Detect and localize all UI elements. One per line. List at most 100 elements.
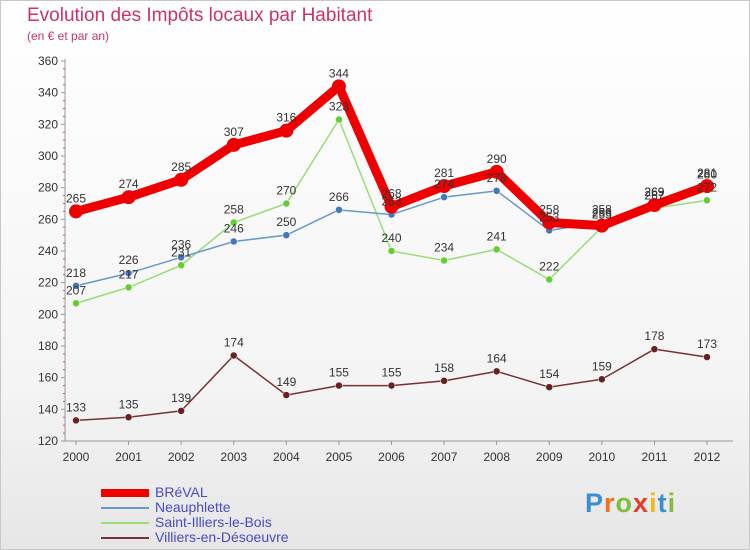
data-label-saint-illiers-le-bois: 270 [276,184,296,198]
data-label-saint-illiers-le-bois: 267 [644,188,664,202]
data-label-breval: 256 [592,206,612,220]
y-tick-label: 260 [38,212,58,226]
data-label-saint-illiers-le-bois: 255 [592,207,612,221]
data-point-villiers-en-desoeuvre [177,407,185,415]
data-point-villiers-en-desoeuvre [492,367,501,376]
x-tick-label: 2011 [642,450,668,464]
data-label-breval: 258 [539,203,559,217]
data-point-breval [489,164,504,179]
logo-letter: x [633,488,650,518]
data-label-villiers-en-desoeuvre: 139 [171,391,191,405]
y-tick-label: 120 [38,434,58,448]
data-label-breval: 269 [644,185,664,199]
data-point-saint-illiers-le-bois [387,247,396,255]
legend-swatch [101,489,149,497]
y-tick-label: 320 [38,117,58,131]
data-point-neauphlette [177,253,185,262]
data-label-saint-illiers-le-bois: 258 [224,203,244,217]
data-point-saint-illiers-le-bois [177,261,185,269]
data-point-neauphlette [230,237,238,246]
data-label-breval: 281 [697,166,717,180]
y-tick-label: 140 [38,402,58,416]
data-label-breval: 344 [329,66,349,80]
legend-label: Saint-Illiers-le-Bois [155,514,272,530]
data-point-breval [69,204,83,219]
data-label-neauphlette: 258 [592,203,612,217]
data-point-neauphlette [282,231,291,239]
data-label-neauphlette: 250 [276,215,296,229]
y-tick-label: 340 [38,86,58,100]
x-tick-label: 2004 [273,450,300,464]
data-label-breval: 274 [119,177,139,191]
x-tick-label: 2008 [483,450,510,464]
logo-letter: t [657,488,668,518]
data-point-villiers-en-desoeuvre [282,391,291,399]
y-tick-label: 200 [38,307,58,321]
data-point-neauphlette [492,187,501,195]
chart-subtitle: (en € et par an) [27,29,110,43]
data-point-villiers-en-desoeuvre [72,416,80,425]
legend-label: Villiers-en-Désoeuvre [155,529,289,545]
data-label-saint-illiers-le-bois: 231 [171,245,191,259]
data-point-villiers-en-desoeuvre [230,351,238,360]
legend-label: Neauphlette [155,499,231,515]
logo-letter: r [604,488,616,518]
data-label-saint-illiers-le-bois: 241 [487,229,507,243]
data-point-saint-illiers-le-bois [335,115,343,124]
data-label-neauphlette: 226 [119,253,139,267]
x-tick-label: 2006 [378,450,405,464]
data-label-villiers-en-desoeuvre: 174 [224,336,244,350]
data-point-saint-illiers-le-bois [282,199,291,208]
data-label-breval: 285 [171,160,191,174]
data-point-saint-illiers-le-bois [545,275,553,284]
x-tick-label: 2000 [63,450,90,464]
x-tick-label: 2001 [115,450,142,464]
data-point-villiers-en-desoeuvre [545,383,553,391]
data-point-saint-illiers-le-bois [703,196,711,205]
data-point-villiers-en-desoeuvre [598,375,606,383]
data-point-breval [279,123,294,138]
data-point-breval [331,79,346,94]
data-label-saint-illiers-le-bois: 217 [119,267,139,281]
data-point-breval [647,198,662,213]
data-point-saint-illiers-le-bois [72,299,80,307]
data-label-neauphlette: 280 [697,168,717,182]
data-label-breval: 268 [381,187,401,201]
data-label-saint-illiers-le-bois: 272 [697,180,717,194]
logo-letter: i [649,488,658,518]
x-tick-label: 2010 [588,450,615,464]
data-point-saint-illiers-le-bois [440,256,448,265]
x-tick-label: 2009 [536,450,563,464]
data-point-villiers-en-desoeuvre [650,345,659,353]
data-label-breval: 316 [276,111,296,125]
y-tick-label: 220 [38,276,58,290]
y-tick-label: 280 [38,181,58,195]
data-label-breval: 307 [224,125,244,139]
data-label-villiers-en-desoeuvre: 149 [276,375,296,389]
data-point-villiers-en-desoeuvre [440,377,448,385]
data-label-villiers-en-desoeuvre: 155 [381,366,401,380]
data-point-breval [384,199,399,214]
y-tick-label: 240 [38,244,58,258]
data-point-breval [437,179,452,194]
data-label-neauphlette: 246 [224,222,244,236]
x-tick-label: 2007 [431,450,458,464]
data-label-saint-illiers-le-bois: 222 [539,260,559,274]
data-point-villiers-en-desoeuvre [335,381,343,390]
data-label-neauphlette: 274 [434,177,454,191]
data-point-saint-illiers-le-bois [230,218,238,227]
chart-title: Evolution des Impôts locaux par Habitant [27,5,373,26]
data-label-villiers-en-desoeuvre: 135 [119,397,139,411]
y-tick-label: 360 [38,54,58,68]
data-point-breval [700,179,714,194]
data-label-saint-illiers-le-bois: 323 [329,100,349,114]
legend-swatch [101,507,149,509]
data-label-neauphlette: 266 [329,190,349,204]
logo-letter: i [667,488,677,518]
legend-swatch [101,537,149,539]
logo-letter: o [615,488,634,518]
data-label-saint-illiers-le-bois: 240 [381,231,401,245]
data-point-neauphlette [72,282,80,290]
data-point-breval [226,137,241,152]
